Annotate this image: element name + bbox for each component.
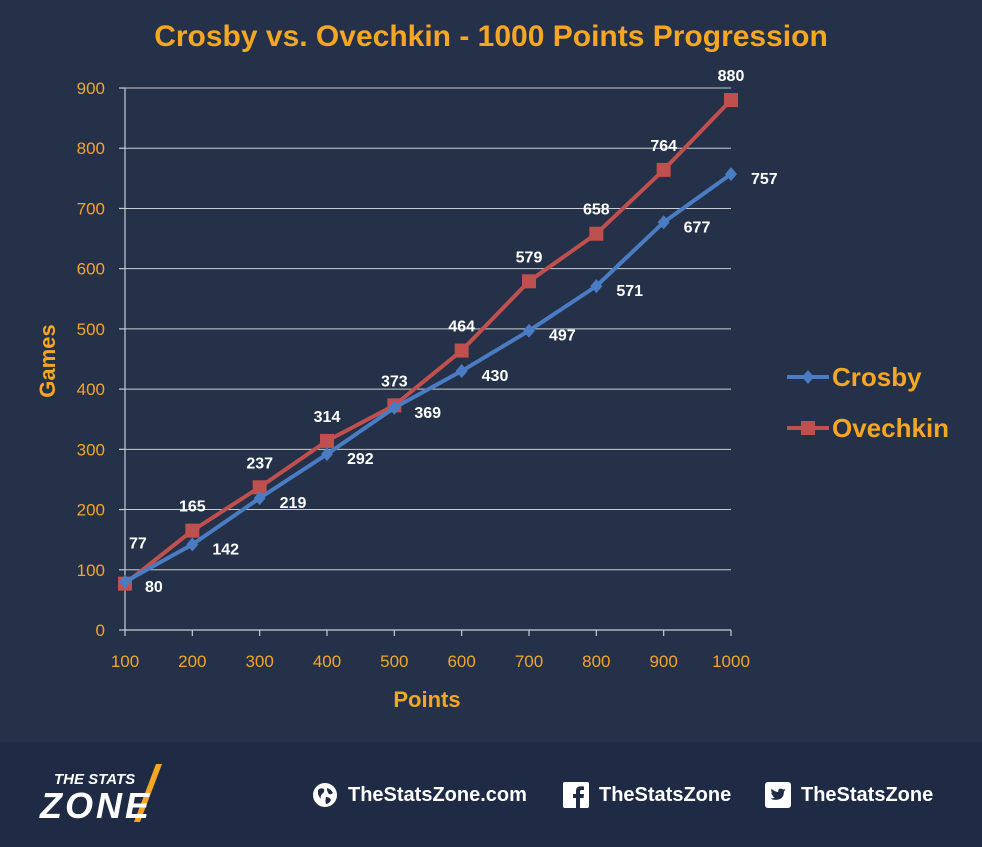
crosby-value-label: 677 — [684, 219, 711, 236]
ovechkin-value-label: 237 — [246, 455, 273, 472]
logo-text-bottom: ZONE — [39, 785, 152, 826]
ovechkin-point — [454, 343, 469, 358]
ovechkin-value-label: 165 — [179, 499, 206, 516]
crosby-point — [321, 447, 333, 462]
ovechkin-point — [185, 523, 200, 538]
crosby-value-label: 497 — [549, 328, 576, 345]
ovechkin-point — [320, 433, 334, 448]
y-tick-label: 600 — [77, 260, 105, 279]
x-tick-label: 200 — [178, 652, 206, 671]
x-tick-label: 700 — [515, 652, 543, 671]
ovechkin-value-label: 658 — [583, 202, 610, 219]
ovechkin-point — [656, 162, 671, 177]
x-tick-label: 800 — [582, 652, 610, 671]
y-tick-label: 700 — [77, 199, 105, 218]
crosby-point — [657, 215, 670, 230]
ovechkin-value-label: 880 — [718, 68, 745, 85]
y-tick-label: 200 — [77, 501, 105, 520]
crosby-series — [119, 167, 737, 589]
website-link[interactable]: TheStatsZone.com — [312, 780, 527, 810]
legend: Crosby Ovechkin — [787, 362, 949, 443]
legend-swatch-marker — [801, 421, 815, 435]
crosby-point — [186, 537, 199, 552]
ovechkin-value-label: 373 — [381, 373, 408, 390]
crosby-point — [725, 167, 737, 182]
y-tick-label: 500 — [77, 320, 105, 339]
legend-item-ovechkin: Ovechkin — [787, 413, 949, 443]
ovechkin-line — [123, 98, 733, 586]
crosby-line — [124, 172, 733, 584]
ovechkin-point — [252, 480, 267, 495]
facebook-link[interactable]: TheStatsZone — [563, 780, 731, 810]
x-tick-label: 900 — [649, 652, 677, 671]
series-layer — [118, 93, 738, 591]
y-tick-label: 100 — [77, 561, 105, 580]
legend-swatch-marker — [802, 370, 814, 384]
ovechkin-value-label: 314 — [314, 409, 341, 426]
crosby-value-label: 142 — [212, 541, 239, 558]
brand-logo: THE STATS ZONE — [39, 764, 162, 826]
data-labels: 80 142 219 292 369 430 497 571 677 757 77 165 237 314… — [129, 68, 778, 596]
facebook-text: TheStatsZone — [599, 783, 732, 806]
chart-plot: 0 100 200 300 400 500 600 700 800 900 100 200 300 400… — [35, 68, 949, 712]
chart-panel: Crosby vs. Ovechkin - 1000 Points Progre… — [35, 20, 950, 712]
x-tick-label: 600 — [447, 652, 475, 671]
crosby-point — [455, 364, 468, 379]
ovechkin-value-label: 464 — [448, 319, 475, 336]
website-text: TheStatsZone.com — [348, 783, 527, 806]
twitter-text: TheStatsZone — [801, 783, 934, 806]
y-tick-label: 400 — [77, 380, 105, 399]
y-tick-label: 300 — [77, 440, 105, 459]
globe-icon — [313, 783, 337, 807]
x-tick-label: 1000 — [712, 652, 750, 671]
y-tick-label: 0 — [96, 621, 105, 640]
crosby-value-label: 292 — [347, 451, 374, 468]
legend-label: Crosby — [832, 362, 922, 392]
ovechkin-value-label: 764 — [650, 138, 677, 155]
crosby-point — [523, 323, 535, 338]
twitter-link[interactable]: TheStatsZone — [765, 780, 933, 810]
ovechkin-series — [118, 93, 738, 591]
crosby-value-label: 757 — [751, 171, 778, 188]
legend-label: Ovechkin — [832, 413, 949, 443]
crosby-point — [253, 491, 266, 506]
x-tick-label: 400 — [313, 652, 341, 671]
crosby-value-label: 571 — [616, 283, 643, 300]
y-tick-label: 900 — [77, 79, 105, 98]
x-tick-label: 300 — [245, 652, 273, 671]
x-axis-title: Points — [393, 687, 460, 712]
axes: 0 100 200 300 400 500 600 700 800 900 100 200 300 400… — [77, 79, 750, 671]
ovechkin-value-label: 77 — [129, 536, 147, 553]
footer: THE STATS ZONE TheStatsZone.com TheStats… — [0, 742, 982, 847]
legend-item-crosby: Crosby — [787, 362, 922, 392]
twitter-icon — [765, 782, 791, 808]
ovechkin-value-label: 579 — [516, 249, 543, 266]
ovechkin-point — [724, 93, 738, 108]
logo-text-top: THE STATS — [54, 771, 135, 788]
facebook-icon — [563, 782, 589, 808]
crosby-value-label: 219 — [280, 495, 307, 512]
crosby-value-label: 369 — [414, 405, 441, 422]
x-tick-label: 100 — [111, 652, 139, 671]
y-axis-title: Games — [35, 324, 60, 397]
y-tick-label: 800 — [77, 139, 105, 158]
ovechkin-point — [589, 226, 604, 241]
crosby-value-label: 430 — [482, 368, 509, 385]
crosby-point — [119, 574, 131, 589]
crosby-point — [590, 279, 603, 294]
gridlines — [125, 87, 731, 571]
x-tick-label: 500 — [380, 652, 408, 671]
crosby-point — [388, 400, 401, 415]
crosby-value-label: 80 — [145, 579, 163, 596]
ovechkin-point — [522, 274, 536, 289]
chart-title: Crosby vs. Ovechkin - 1000 Points Progre… — [154, 20, 828, 53]
